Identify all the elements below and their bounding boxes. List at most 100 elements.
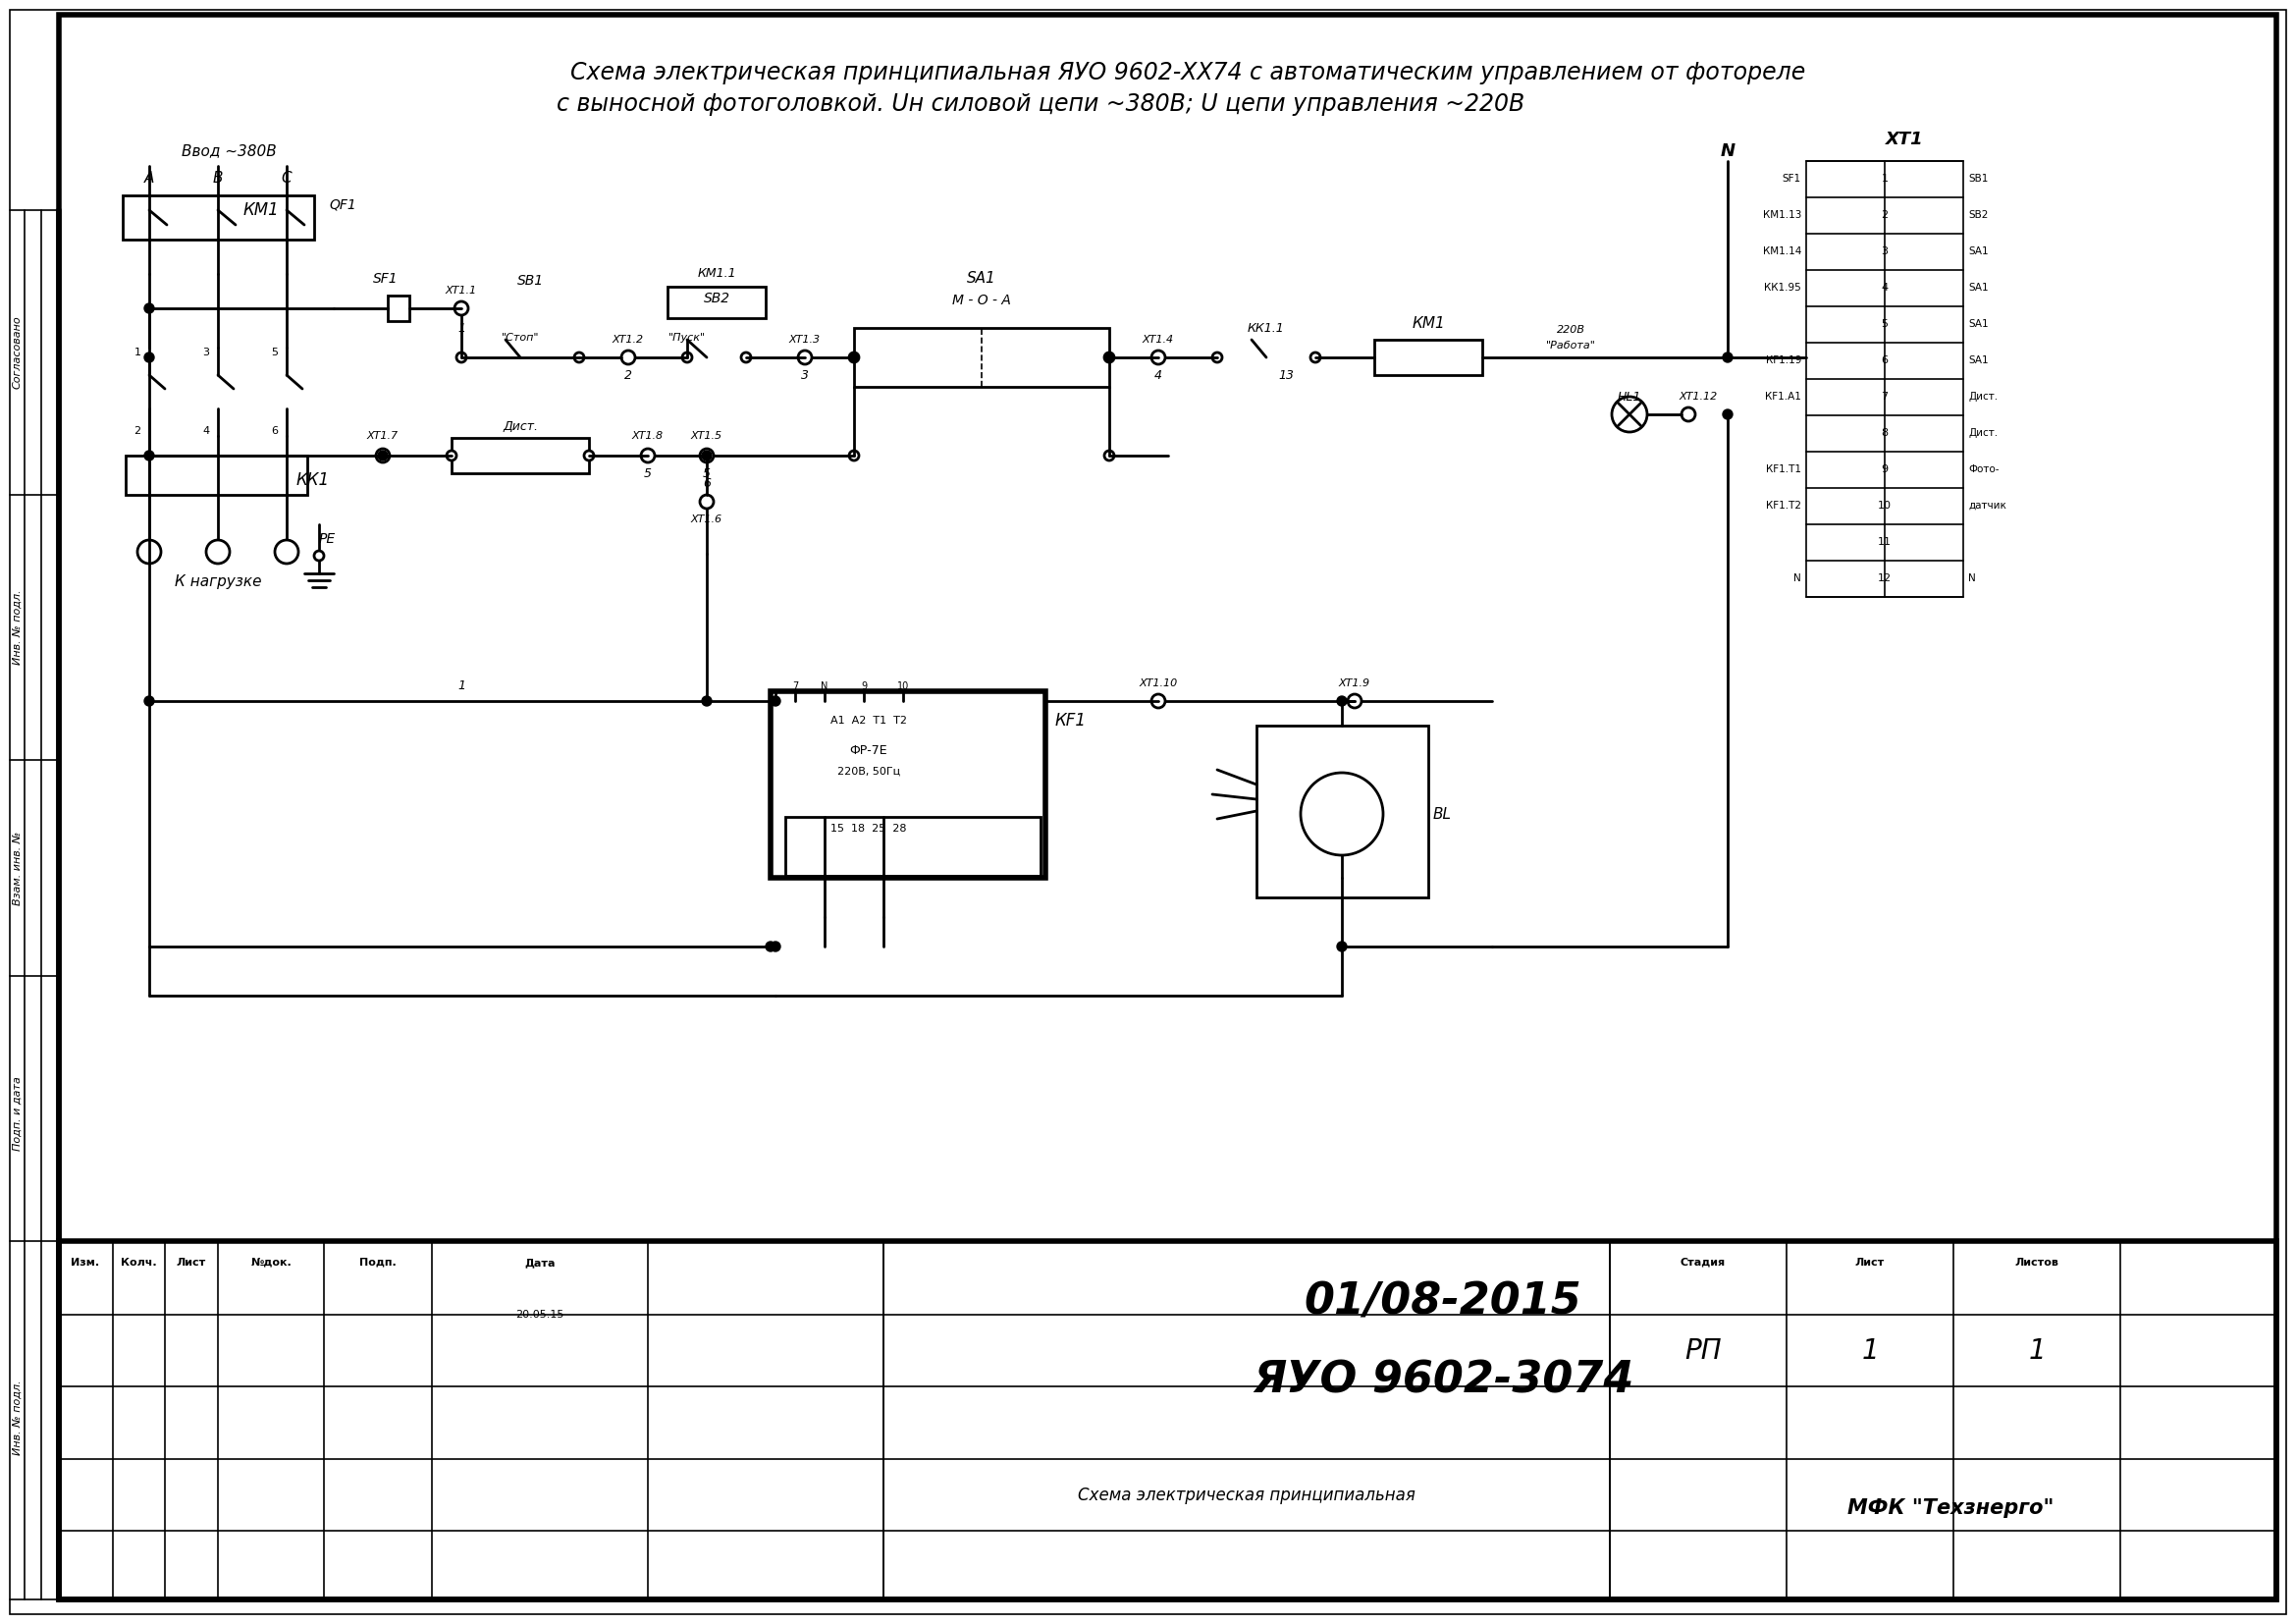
Text: ХТ1.4: ХТ1.4 bbox=[1143, 335, 1173, 344]
Text: HL1: HL1 bbox=[1616, 390, 1642, 403]
Text: КF1.А1: КF1.А1 bbox=[1766, 391, 1802, 401]
Text: "Работа": "Работа" bbox=[1545, 341, 1596, 351]
Text: SB1: SB1 bbox=[1968, 174, 1988, 184]
Text: ХТ1.9: ХТ1.9 bbox=[1339, 679, 1371, 689]
Circle shape bbox=[641, 448, 654, 463]
Circle shape bbox=[1311, 352, 1320, 362]
Bar bbox=[1256, 726, 1428, 898]
Circle shape bbox=[1348, 693, 1362, 708]
Circle shape bbox=[799, 351, 813, 364]
Text: КК1.1: КК1.1 bbox=[1247, 322, 1286, 335]
Text: N: N bbox=[1720, 143, 1736, 161]
Text: 2: 2 bbox=[1880, 209, 1887, 219]
Text: Стадия: Стадия bbox=[1681, 1257, 1727, 1268]
Circle shape bbox=[1300, 773, 1382, 856]
Text: ХТ1.3: ХТ1.3 bbox=[790, 335, 820, 344]
Text: 10: 10 bbox=[1878, 500, 1892, 510]
Circle shape bbox=[1212, 352, 1221, 362]
Circle shape bbox=[850, 352, 859, 362]
Text: 4: 4 bbox=[1155, 369, 1162, 382]
Text: SB1: SB1 bbox=[517, 274, 544, 287]
Text: ХТ1: ХТ1 bbox=[1885, 130, 1924, 148]
Text: SB2: SB2 bbox=[703, 292, 730, 305]
Text: ХТ1.5: ХТ1.5 bbox=[691, 430, 723, 440]
Text: 6: 6 bbox=[271, 425, 278, 435]
Text: Взам. инв. №: Взам. инв. № bbox=[14, 831, 23, 905]
Circle shape bbox=[850, 352, 859, 362]
Text: С: С bbox=[282, 172, 292, 187]
Bar bbox=[785, 817, 1040, 875]
Text: SA1: SA1 bbox=[1968, 318, 1988, 330]
Text: 10: 10 bbox=[898, 682, 909, 692]
Circle shape bbox=[583, 451, 595, 461]
Text: BL: BL bbox=[1433, 807, 1451, 822]
Text: К нагрузке: К нагрузке bbox=[174, 573, 262, 588]
Text: Инв. № подл.: Инв. № подл. bbox=[14, 590, 23, 664]
Circle shape bbox=[448, 451, 457, 461]
Text: 4: 4 bbox=[202, 425, 209, 435]
Text: 8: 8 bbox=[1880, 429, 1887, 438]
Text: 6: 6 bbox=[703, 477, 712, 489]
Text: датчик: датчик bbox=[1968, 500, 2007, 510]
Text: 5: 5 bbox=[643, 466, 652, 479]
Circle shape bbox=[1336, 697, 1348, 706]
Circle shape bbox=[1104, 451, 1114, 461]
Text: 20.05.15: 20.05.15 bbox=[517, 1311, 565, 1320]
Text: ХТ1.1: ХТ1.1 bbox=[445, 286, 478, 296]
Text: 1: 1 bbox=[133, 348, 140, 357]
Text: 6: 6 bbox=[1880, 356, 1887, 365]
Bar bbox=[122, 195, 315, 240]
Text: SA1: SA1 bbox=[967, 271, 996, 286]
Circle shape bbox=[742, 352, 751, 362]
Text: SF1: SF1 bbox=[1782, 174, 1802, 184]
Text: КF1.19: КF1.19 bbox=[1766, 356, 1802, 365]
Text: КМ1: КМ1 bbox=[1412, 315, 1444, 330]
Bar bbox=[388, 296, 409, 322]
Text: Схема электрическая принципиальная: Схема электрическая принципиальная bbox=[1077, 1486, 1414, 1504]
Text: А1  А2  Т1  Т2: А1 А2 Т1 Т2 bbox=[831, 716, 907, 726]
Circle shape bbox=[850, 451, 859, 461]
Circle shape bbox=[1681, 408, 1694, 421]
Circle shape bbox=[457, 352, 466, 362]
Text: 220В, 50Гц: 220В, 50Гц bbox=[838, 767, 900, 776]
Circle shape bbox=[1336, 942, 1348, 952]
Text: SA1: SA1 bbox=[1968, 247, 1988, 257]
Circle shape bbox=[145, 697, 154, 706]
Text: QF1: QF1 bbox=[328, 198, 356, 213]
Text: Колч.: Колч. bbox=[119, 1257, 156, 1268]
Text: 9: 9 bbox=[861, 682, 868, 692]
Circle shape bbox=[1150, 693, 1164, 708]
Text: Подп. и дата: Подп. и дата bbox=[14, 1077, 23, 1151]
Text: Дист.: Дист. bbox=[1968, 429, 1998, 438]
Text: 5: 5 bbox=[1880, 318, 1887, 330]
Text: 1: 1 bbox=[457, 680, 466, 693]
Text: 15  18  25  28: 15 18 25 28 bbox=[831, 823, 907, 833]
Text: Дата: Дата bbox=[523, 1257, 556, 1268]
Circle shape bbox=[145, 451, 154, 461]
Circle shape bbox=[1722, 409, 1733, 419]
Text: Схема электрическая принципиальная ЯУО 9602-ХХ74 с автоматическим управлением от: Схема электрическая принципиальная ЯУО 9… bbox=[569, 60, 1805, 84]
Circle shape bbox=[276, 541, 298, 564]
Bar bbox=[771, 692, 1045, 879]
Circle shape bbox=[622, 351, 636, 364]
Text: КМ1: КМ1 bbox=[243, 201, 280, 219]
Circle shape bbox=[765, 942, 776, 952]
Text: 2: 2 bbox=[625, 369, 631, 382]
Text: 1: 1 bbox=[1880, 174, 1887, 184]
Text: Лист: Лист bbox=[177, 1257, 207, 1268]
Text: ХТ1.2: ХТ1.2 bbox=[613, 335, 643, 344]
Bar bbox=[452, 438, 590, 473]
Text: N: N bbox=[1968, 573, 1977, 583]
Text: ХТ1.6: ХТ1.6 bbox=[691, 515, 723, 525]
Circle shape bbox=[703, 697, 712, 706]
Text: А: А bbox=[145, 172, 154, 187]
Text: Дист.: Дист. bbox=[1968, 391, 1998, 401]
Text: 13: 13 bbox=[1279, 369, 1293, 382]
Text: Листов: Листов bbox=[2016, 1257, 2060, 1268]
Text: 9: 9 bbox=[1880, 464, 1887, 474]
Circle shape bbox=[771, 942, 781, 952]
Circle shape bbox=[1104, 352, 1114, 362]
Text: КF1.Т2: КF1.Т2 bbox=[1766, 500, 1802, 510]
Text: Подп.: Подп. bbox=[360, 1257, 397, 1268]
Circle shape bbox=[574, 352, 583, 362]
